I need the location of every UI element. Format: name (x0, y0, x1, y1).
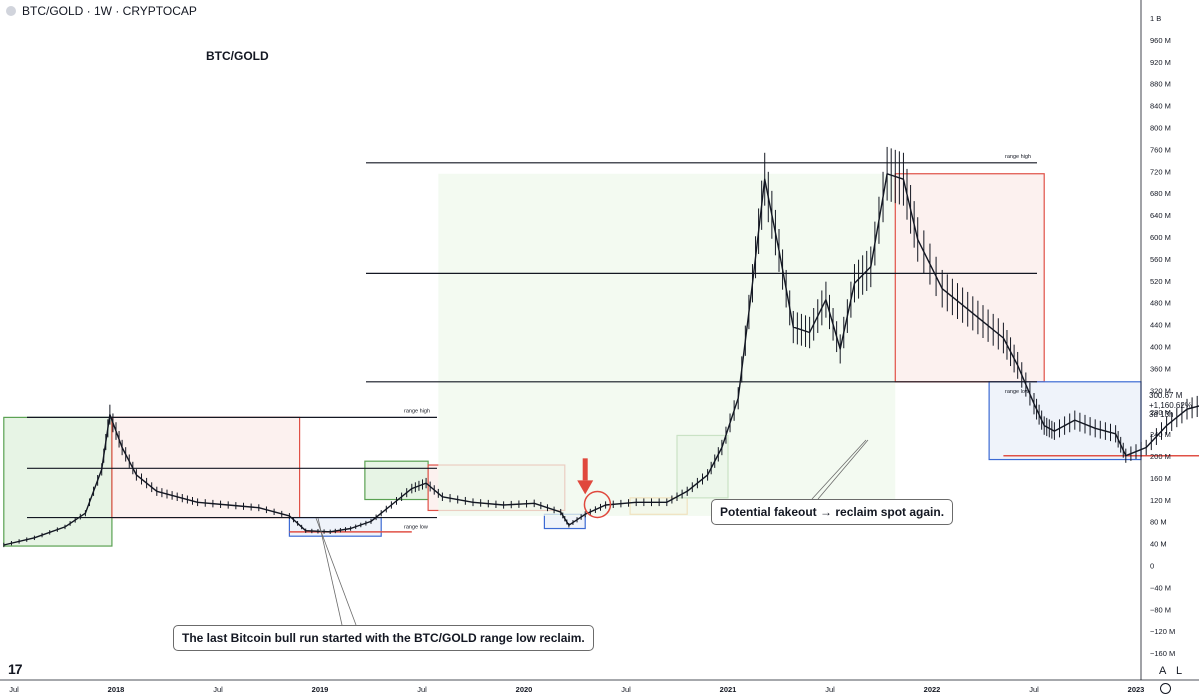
range-lines-layer: range high range low range high range low (27, 154, 1199, 533)
y-tick-label: 200 M (1150, 452, 1171, 461)
x-tick-label: Jul (417, 685, 427, 694)
price-series-layer (3, 146, 1199, 548)
zone-red-9 (894, 173, 1045, 383)
y-tick-label: 800 M (1150, 124, 1171, 133)
y-tick-label: −80 M (1150, 605, 1171, 614)
range-label-2: range low (1005, 389, 1029, 395)
zone-green-0 (3, 416, 113, 547)
x-tick-label: 2018 (108, 685, 125, 694)
y-tick-label: 360 M (1150, 364, 1171, 373)
y-tick-label: 240 M (1150, 430, 1171, 439)
range-label-3: range high (404, 408, 430, 414)
price-axis[interactable]: 1 B 960 M 920 M 880 M 840 M 800 M 760 M 720 M 68… (1140, 0, 1175, 680)
y-tick-label: 520 M (1150, 277, 1171, 286)
y-tick-label: −40 M (1150, 583, 1171, 592)
zones-layer (3, 173, 1142, 547)
callout-line-0 (315, 517, 357, 626)
last-price: 300.67 M (1149, 391, 1183, 400)
x-tick-label: 2023 (1128, 685, 1145, 694)
highlight-circle-0 (583, 490, 612, 519)
zone-green-3 (364, 460, 429, 501)
log-scale-button[interactable]: L (1176, 665, 1183, 677)
y-tick-label: 480 M (1150, 299, 1171, 308)
y-tick-label: 280 M (1150, 408, 1171, 417)
symbol-title: BTC/GOLD · 1W · CRYPTOCAP (22, 4, 197, 18)
bar-countdown: 3d 13h (1149, 410, 1174, 419)
y-tick-label: 600 M (1150, 233, 1171, 242)
y-tick-label: 840 M (1150, 102, 1171, 111)
y-tick-label: 400 M (1150, 343, 1171, 352)
down-arrow-icon-2 (577, 480, 594, 495)
tradingview-logo-icon: 17 (8, 661, 23, 677)
y-tick-label: 120 M (1150, 496, 1171, 505)
y-tick-label: 920 M (1150, 58, 1171, 67)
x-tick-label: 2019 (312, 685, 329, 694)
last-price-tag: 300.67 M +1,160.62% 3d 13h (1149, 391, 1192, 420)
x-tick-label: Jul (825, 685, 835, 694)
annotation-fakeout: Potential fakeout → reclaim spot again. (711, 499, 954, 525)
callout-line-1 (317, 517, 343, 626)
x-tick-label: Jul (213, 685, 223, 694)
y-tick-label: −120 M (1150, 627, 1175, 636)
symbol-logo-icon (6, 6, 16, 16)
zone-red-1 (111, 416, 301, 519)
zone-green-8 (438, 173, 896, 516)
y-tick-label: −160 M (1150, 649, 1175, 658)
symbol-header: BTC/GOLD · 1W · CRYPTOCAP (6, 4, 197, 18)
y-tick-label: 560 M (1150, 255, 1171, 264)
y-tick-label: 440 M (1150, 321, 1171, 330)
y-tick-label: 960 M (1150, 36, 1171, 45)
y-tick-label: 0 (1150, 562, 1154, 571)
y-tick-label: 1 B (1150, 14, 1161, 23)
y-tick-label: 680 M (1150, 189, 1171, 198)
zone-blue-2 (288, 516, 382, 537)
x-tick-label: Jul (1029, 685, 1039, 694)
y-tick-label: 320 M (1150, 386, 1171, 395)
y-tick-label: 720 M (1150, 167, 1171, 176)
callout-lines (315, 439, 869, 626)
range-label-0: range high (1005, 154, 1031, 160)
callout-line-fakeout-1 (817, 439, 869, 500)
callout-line-fakeout-0 (811, 439, 867, 500)
auto-scale-button[interactable]: A (1159, 665, 1167, 677)
x-tick-label: 2020 (516, 685, 533, 694)
y-tick-label: 40 M (1150, 540, 1167, 549)
markers-layer (577, 458, 612, 519)
x-tick-label: 2022 (924, 685, 941, 694)
annotation-bull-run: The last Bitcoin bull run started with t… (173, 625, 594, 651)
y-tick-label: 640 M (1150, 211, 1171, 220)
arrow-shaft-2 (582, 458, 588, 481)
range-label-5: range low (404, 525, 428, 531)
settings-gear-icon[interactable] (1160, 683, 1171, 694)
y-tick-label: 160 M (1150, 474, 1171, 483)
chart-title: BTC/GOLD (206, 49, 269, 63)
y-tick-label: 80 M (1150, 518, 1167, 527)
y-tick-label: 760 M (1150, 145, 1171, 154)
x-tick-label: 2021 (720, 685, 737, 694)
price-change: +1,160.62% (1149, 400, 1192, 410)
x-tick-label: Jul (621, 685, 631, 694)
x-tick-label: Jul (9, 685, 19, 694)
time-axis[interactable]: Jul 2018 Jul 2019 Jul 2020 Jul 2021 Jul 2022 Jul 20… (0, 679, 1199, 694)
y-tick-label: 880 M (1150, 80, 1171, 89)
